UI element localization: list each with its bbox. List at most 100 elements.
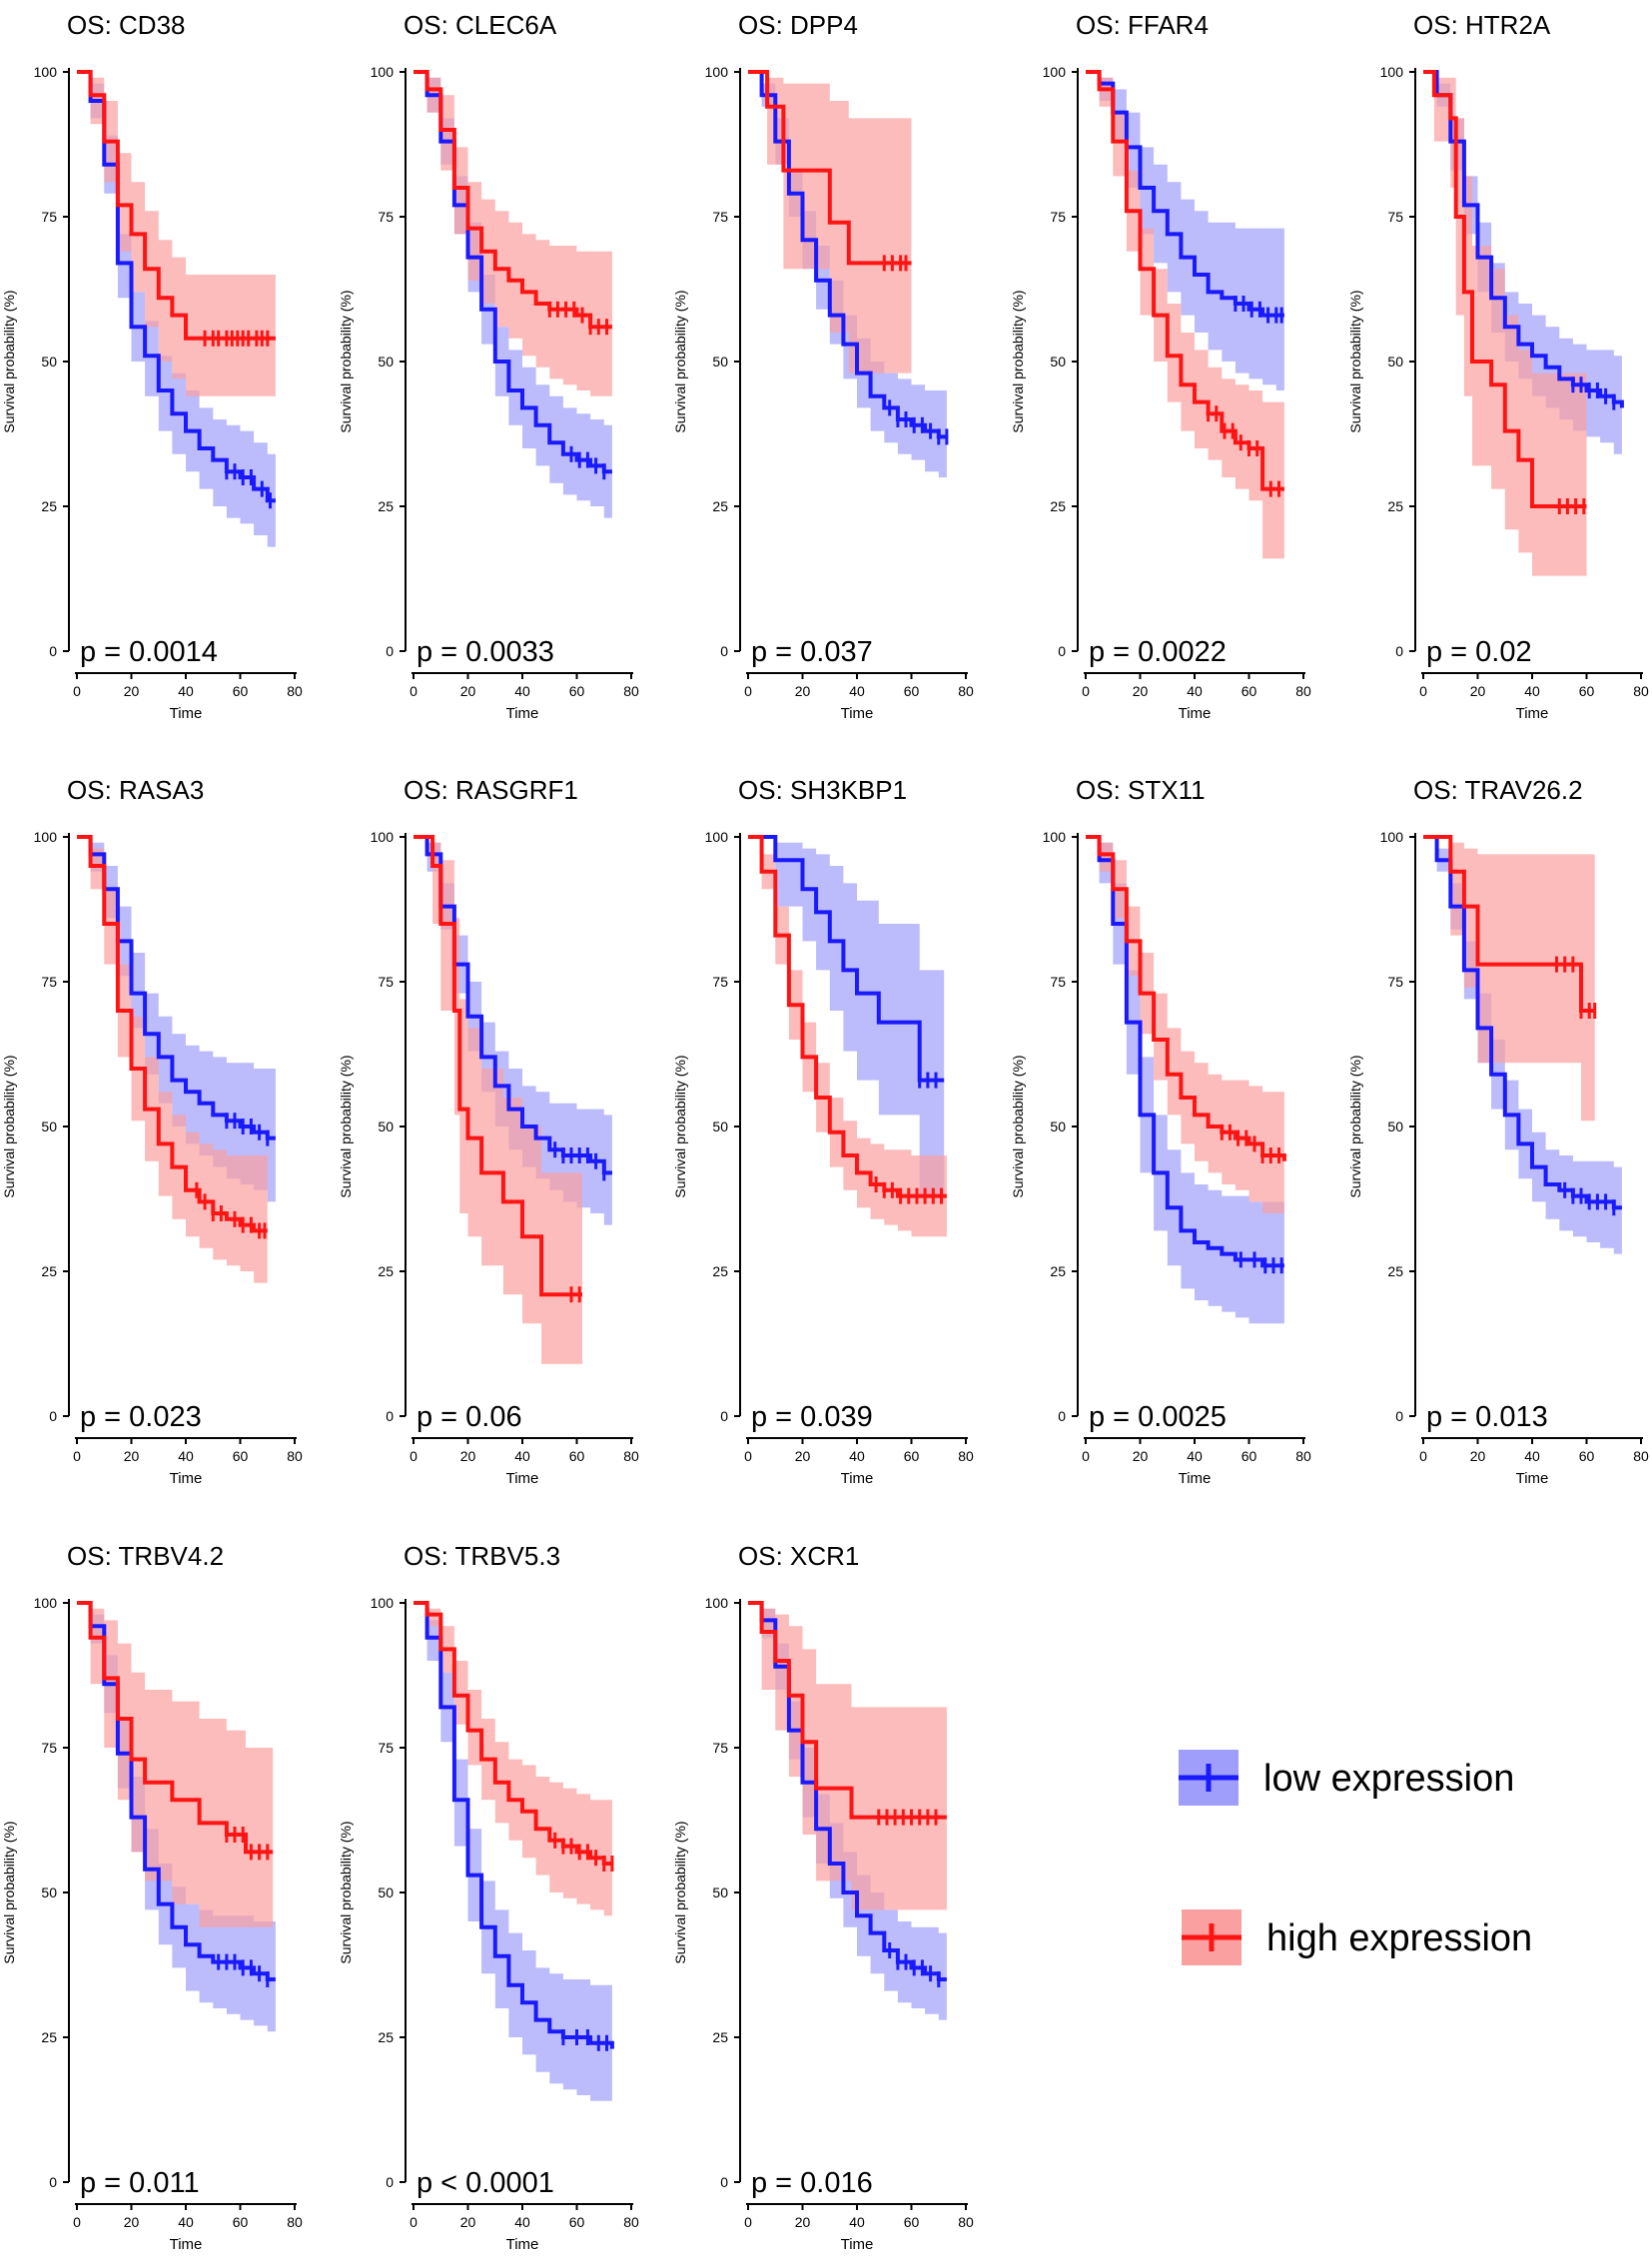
panel-6-low-curve (413, 835, 612, 1175)
panel-12-y-tick-label: 100 (705, 1595, 729, 1611)
panel-5-y-tick-label: 100 (34, 829, 58, 845)
panel-0-y-tick-label: 50 (41, 354, 57, 370)
panels: OS: CD38 0 25 50 75 100 0 20 40 60 80 Time Survival … (1, 10, 1649, 2253)
panel-4-x-tick-label: 60 (1579, 683, 1595, 699)
panel-7-x-tick-label: 0 (744, 1448, 752, 1464)
panel-11-low-ci-band (413, 1603, 612, 2101)
panel-1-x-tick-label: 20 (460, 683, 476, 699)
panel-8-x-tick-label: 60 (1241, 1448, 1257, 1464)
panel-9-x-tick-label: 0 (1419, 1448, 1427, 1464)
panel-9-y-tick-label: 50 (1387, 1119, 1403, 1134)
panel-4-x-tick-label: 20 (1470, 683, 1486, 699)
panel-9-low-curve (1423, 835, 1622, 1210)
panel-0-high-ci-band (77, 72, 276, 396)
panel-6-y-tick-label: 50 (378, 1119, 394, 1134)
panel-7-y-tick-label: 25 (712, 1263, 728, 1279)
panel-11-low-curve (413, 1601, 614, 2049)
panel-2-y-axis-label: Survival probability (%) (672, 290, 688, 432)
panel-12-x-tick-label: 20 (795, 2214, 811, 2230)
panel-7-y-tick-label: 0 (720, 1408, 728, 1424)
panel-2-x-tick-label: 80 (958, 683, 974, 699)
panel-10-y-axis-label: Survival probability (%) (1, 1821, 17, 1963)
panel-0-low-ci-band (77, 72, 276, 547)
panel-1-y-tick-label: 100 (371, 64, 395, 80)
panel-9-p-value: p = 0.013 (1426, 1401, 1548, 1433)
panel-10-x-tick-label: 60 (233, 2214, 249, 2230)
panel-9-y-axis-label: Survival probability (%) (1347, 1055, 1363, 1197)
panel-2-x-tick-label: 60 (904, 683, 920, 699)
panel-4-y-tick-label: 50 (1387, 354, 1403, 370)
panel-11-y-tick-label: 25 (378, 2029, 394, 2045)
panel-4-y-tick-label: 25 (1387, 498, 1403, 514)
panel-8-x-tick-label: 20 (1133, 1448, 1149, 1464)
panel-1-high-ci-band (413, 72, 612, 396)
panel-8-x-tick-label: 0 (1082, 1448, 1090, 1464)
panel-5: OS: RASA3 0 25 50 75 100 0 20 40 60 80 Time Survival… (1, 775, 303, 1487)
panel-12-y-tick-label: 75 (712, 1740, 728, 1756)
panel-5-y-tick-label: 0 (49, 1408, 57, 1424)
panel-6-y-axis-label: Survival probability (%) (338, 1055, 354, 1197)
panel-11-x-tick-label: 0 (410, 2214, 417, 2230)
panel-7-x-tick-label: 20 (795, 1448, 811, 1464)
panel-6-x-tick-label: 60 (569, 1448, 585, 1464)
panel-4-x-tick-label: 0 (1419, 683, 1427, 699)
panel-1-x-tick-label: 80 (623, 683, 639, 699)
panel-2-p-value: p = 0.037 (751, 636, 873, 668)
panel-6-x-tick-label: 20 (460, 1448, 476, 1464)
panel-1-p-value: p = 0.0033 (416, 636, 554, 668)
panel-11-y-tick-label: 50 (378, 1885, 394, 1900)
panel-11-x-tick-label: 60 (569, 2214, 585, 2230)
panel-9-x-axis-label: Time (1516, 1470, 1549, 1487)
panel-10-title: OS: TRBV4.2 (67, 1541, 224, 1571)
panel-2-y-tick-label: 50 (712, 354, 728, 370)
panel-0-x-tick-label: 60 (233, 683, 249, 699)
panel-12: OS: XCR1 0 25 50 75 100 0 20 40 60 80 Time Survival … (672, 1541, 974, 2253)
panel-9-y-tick-label: 0 (1395, 1408, 1403, 1424)
panel-11-x-axis-label: Time (506, 2236, 539, 2253)
panel-3-x-tick-label: 0 (1082, 683, 1090, 699)
panel-5-y-tick-label: 25 (41, 1263, 57, 1279)
panel-8-low-curve (1086, 835, 1284, 1268)
panel-5-title: OS: RASA3 (67, 775, 204, 805)
panel-10-high-ci-band (77, 1603, 274, 1927)
panel-11-x-tick-label: 80 (623, 2214, 639, 2230)
panel-4-y-tick-label: 0 (1395, 643, 1403, 659)
panel-11-y-tick-label: 0 (386, 2174, 394, 2190)
panel-0-x-tick-label: 0 (73, 683, 81, 699)
panel-3-p-value: p = 0.0022 (1089, 636, 1227, 668)
panel-1-y-tick-label: 50 (378, 354, 394, 370)
panel-1-x-axis-label: Time (506, 705, 539, 722)
panel-7-y-axis-label: Survival probability (%) (672, 1055, 688, 1197)
panel-1-title: OS: CLEC6A (404, 10, 557, 40)
panel-10-y-tick-label: 0 (49, 2174, 57, 2190)
panel-7-high-curve (748, 835, 947, 1198)
panel-2-y-tick-label: 25 (712, 498, 728, 514)
panel-12-y-tick-label: 0 (720, 2174, 728, 2190)
panel-3-y-tick-label: 75 (1050, 209, 1066, 225)
panel-8-low-ci-band (1086, 837, 1284, 1324)
panel-0-p-value: p = 0.0014 (80, 636, 218, 668)
panel-8-title: OS: STX11 (1076, 775, 1206, 805)
panel-7-x-tick-label: 80 (958, 1448, 974, 1464)
panel-5-high-ci-band (77, 837, 268, 1283)
panel-0-x-tick-label: 40 (178, 683, 194, 699)
panel-4-y-tick-label: 100 (1380, 64, 1404, 80)
panel-6-low-ci-band (413, 837, 612, 1225)
panel-8-x-axis-label: Time (1179, 1470, 1212, 1487)
panel-5-x-axis-label: Time (170, 1470, 203, 1487)
panel-8-y-tick-label: 75 (1050, 974, 1066, 990)
panel-3-x-tick-label: 60 (1241, 683, 1257, 699)
panel-4-low-ci-band (1423, 72, 1622, 454)
panel-3-x-tick-label: 80 (1295, 683, 1311, 699)
panel-12-p-value: p = 0.016 (751, 2167, 873, 2199)
panel-10-p-value: p = 0.011 (80, 2167, 200, 2199)
panel-7-x-tick-label: 60 (904, 1448, 920, 1464)
panel-5-p-value: p = 0.023 (80, 1401, 202, 1433)
panel-12-y-tick-label: 50 (712, 1885, 728, 1900)
panel-2: OS: DPP4 0 25 50 75 100 0 20 40 60 80 Time Survival … (672, 10, 974, 722)
panel-12-x-tick-label: 80 (958, 2214, 974, 2230)
panel-4-x-tick-label: 40 (1524, 683, 1540, 699)
panel-10: OS: TRBV4.2 0 25 50 75 100 0 20 40 60 80 Time Surviv… (1, 1541, 303, 2253)
panel-0-title: OS: CD38 (67, 10, 186, 40)
panel-3: OS: FFAR4 0 25 50 75 100 0 20 40 60 80 Time Survival… (1010, 10, 1311, 722)
